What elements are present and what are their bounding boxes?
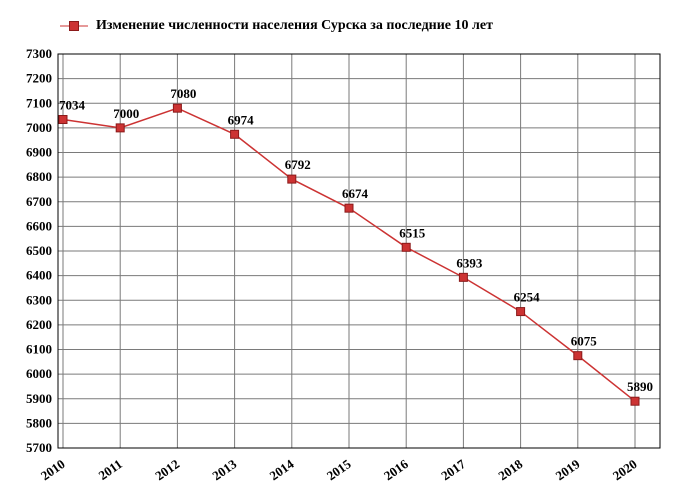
data-point — [574, 352, 582, 360]
y-tick-label: 6000 — [26, 366, 52, 381]
y-tick-label: 6700 — [26, 194, 52, 209]
data-point-label: 5890 — [627, 379, 653, 394]
data-point — [288, 175, 296, 183]
x-tick-label: 2013 — [209, 456, 239, 483]
y-tick-label: 7300 — [26, 46, 52, 61]
data-point-label: 6393 — [456, 255, 483, 270]
data-point-label: 7034 — [59, 98, 86, 113]
data-point — [116, 124, 124, 132]
y-tick-label: 5900 — [26, 391, 52, 406]
y-tick-label: 6900 — [26, 145, 52, 160]
y-tick-label: 6800 — [26, 169, 52, 184]
legend-label: Изменение численности населения Сурска з… — [96, 18, 493, 34]
data-point-label: 6075 — [571, 334, 598, 349]
data-point — [631, 397, 639, 405]
x-tick-label: 2015 — [324, 456, 354, 483]
y-tick-label: 6400 — [26, 268, 52, 283]
data-point-label: 7000 — [113, 106, 139, 121]
data-point-label: 6674 — [342, 186, 369, 201]
y-tick-label: 7000 — [26, 120, 52, 135]
data-point — [402, 243, 410, 251]
data-point — [517, 308, 525, 316]
data-point — [459, 273, 467, 281]
data-point — [345, 204, 353, 212]
data-point — [59, 116, 67, 124]
data-point-label: 6515 — [399, 225, 426, 240]
data-point — [173, 104, 181, 112]
population-chart: Изменение численности населения Сурска з… — [0, 0, 680, 500]
data-point-label: 7080 — [170, 86, 196, 101]
x-tick-label: 2019 — [553, 456, 583, 483]
chart-svg: 5700 5800 5900 6000 6100 6200 6300 6400 6500 6600… — [0, 0, 680, 500]
y-tick-label: 7100 — [26, 95, 52, 110]
legend: Изменение численности населения Сурска з… — [60, 18, 493, 34]
x-tick-label: 2017 — [438, 456, 468, 483]
y-tick-label: 5800 — [26, 415, 52, 430]
x-tick-label: 2011 — [96, 456, 125, 483]
x-tick-label: 2014 — [267, 456, 297, 483]
x-tick-label: 2012 — [152, 456, 182, 483]
x-tick-label: 2010 — [38, 456, 68, 483]
x-tick-label: 2018 — [495, 456, 525, 483]
y-tick-label: 6200 — [26, 317, 52, 332]
y-tick-label: 6500 — [26, 243, 52, 258]
data-point — [231, 130, 239, 138]
x-tick-label: 2020 — [610, 456, 640, 483]
data-point-label: 6974 — [228, 112, 255, 127]
data-point-label: 6254 — [514, 290, 541, 305]
y-tick-label: 5700 — [26, 440, 52, 455]
x-tick-label: 2016 — [381, 456, 411, 483]
legend-marker-icon — [60, 19, 88, 33]
data-point-label: 6792 — [285, 157, 311, 172]
y-tick-label: 7200 — [26, 71, 52, 86]
y-tick-label: 6600 — [26, 218, 52, 233]
y-tick-label: 6100 — [26, 342, 52, 357]
y-tick-label: 6300 — [26, 292, 52, 307]
